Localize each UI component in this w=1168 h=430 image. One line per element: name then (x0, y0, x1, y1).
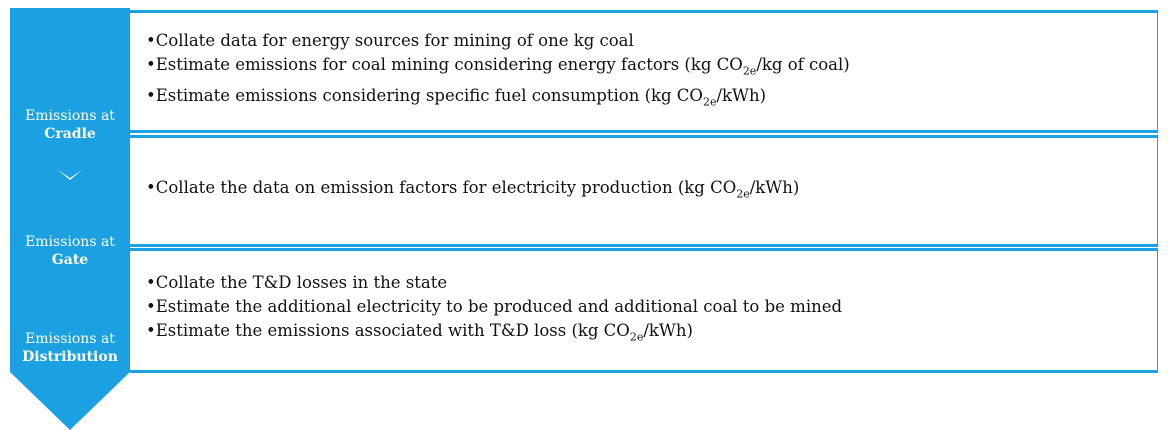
subscript: 2e (742, 64, 757, 78)
bullet-text: /kWh) (716, 85, 767, 105)
bullet: Collate the T&D losses in the state (146, 271, 1157, 295)
bullet-text: /kg of coal) (756, 55, 850, 75)
stage-label: Emissions at Distribution (10, 330, 130, 366)
label-line: Emissions at (25, 108, 115, 124)
label-name: Cradle (44, 126, 96, 142)
bullet-text: Collate data for energy sources for mini… (155, 31, 634, 51)
stage-box: Collate the data on emission factors for… (130, 135, 1158, 247)
bullet: Estimate emissions considering specific … (146, 84, 1157, 114)
chevron (10, 8, 130, 178)
bullet: Collate data for energy sources for mini… (146, 29, 1157, 53)
bullet-text: Collate the T&D losses in the state (155, 273, 448, 293)
bullet-text: /kWh) (643, 321, 693, 341)
chevron (10, 130, 130, 302)
bullet: Estimate emissions for coal mining consi… (146, 53, 1157, 83)
bullet-text: Estimate emissions considering specific … (155, 85, 703, 105)
stage-box: Collate the T&D losses in the state Estim… (130, 248, 1158, 373)
subscript: 2e (702, 94, 717, 108)
bullet: Estimate the additional electricity to b… (146, 295, 1157, 319)
bullet-text: Estimate the emissions associated with T… (155, 321, 630, 341)
bullet-text: /kWh) (749, 177, 800, 197)
bullet-text: Estimate emissions for coal mining consi… (155, 55, 743, 75)
label-name: Gate (51, 252, 89, 268)
stage-label: Emissions at Gate (10, 233, 130, 269)
bullet-text: Estimate the additional electricity to b… (155, 297, 843, 317)
subscript: 2e (736, 187, 750, 201)
label-line: Emissions at (25, 331, 115, 347)
chevron (10, 252, 130, 430)
stage-label: Emissions at Cradle (10, 107, 130, 143)
stage-box: Collate data for energy sources for mini… (130, 10, 1158, 133)
bullet: Estimate the emissions associated with T… (146, 319, 1157, 349)
label-line: Emissions at (25, 234, 115, 250)
subscript: 2e (629, 330, 644, 344)
bullet: Collate the data on emission factors for… (146, 176, 1157, 206)
bullet-text: Collate the data on emission factors for… (155, 177, 737, 197)
label-name: Distribution (22, 349, 118, 365)
